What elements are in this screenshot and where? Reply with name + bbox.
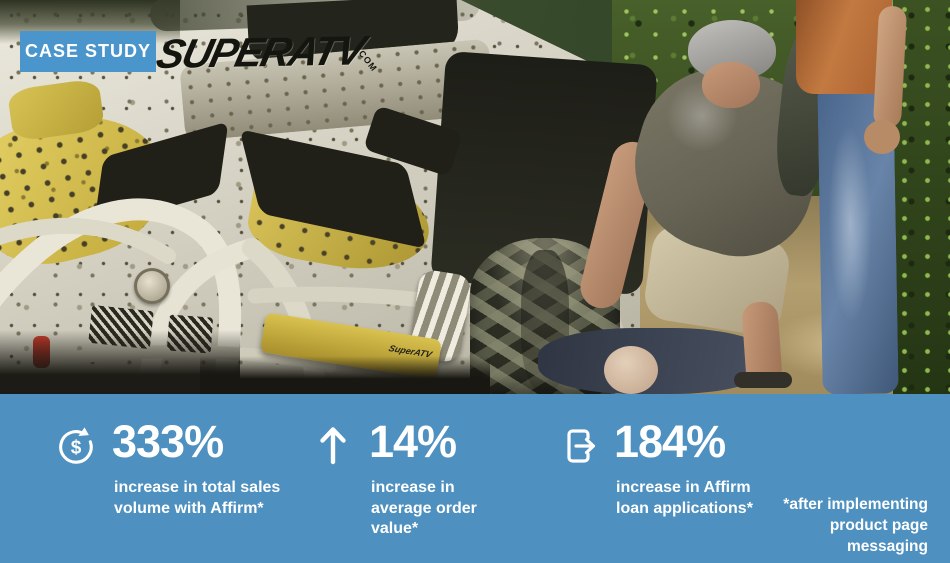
stat-value-loans: 184% [614,416,726,467]
man-sandal [734,372,792,388]
man-face [702,62,760,108]
export-arrow-icon [567,429,596,463]
person-lying-knee [604,346,658,394]
stat-caption-aov: increase in average order value* [371,479,477,537]
bystander-hand [864,120,900,154]
stat-caption-sales: increase in total sales volume with Affi… [114,479,281,517]
dollar-refresh-icon: $ [59,427,93,464]
stat-value-sales: 333% [112,416,224,467]
svg-text:$: $ [71,438,82,459]
case-study-badge: CASE STUDY [20,31,156,72]
stat-value-aov: 14% [369,416,457,467]
stats-banner: $ 333% increase in total sales volume wi… [0,394,950,563]
case-study-badge-label: CASE STUDY [24,41,151,61]
superatv-logo: SuperATV COM [152,26,388,84]
brand-emblem [134,268,170,304]
footnote: *after implementing product page messagi… [783,496,928,555]
ground-shadow-center [200,356,490,394]
stat-caption-loans: increase in Affirm loan applications* [616,479,753,517]
up-arrow-icon [320,427,346,465]
hero-photo: SuperATV SuperATV COM [0,0,950,394]
